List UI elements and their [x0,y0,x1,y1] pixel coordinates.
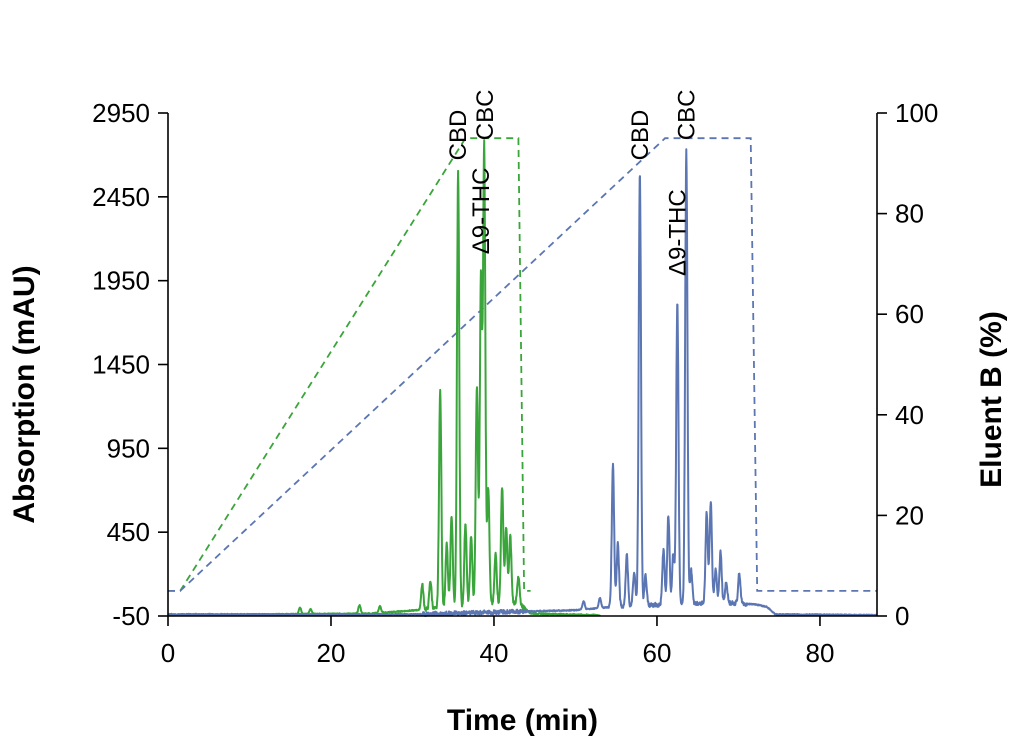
chromatogram-2 [167,148,878,617]
peak-label: CBD [627,110,654,161]
x-axis-title: Time (min) [447,704,598,737]
x-tick-label: 80 [805,638,834,668]
peak-label: CBC [673,90,700,141]
y-tick-label: -50 [112,601,150,631]
y-tick-label: 2450 [92,182,150,212]
y2-tick-label: 100 [895,98,938,128]
x-tick-label: 40 [480,638,509,668]
y-tick-label: 950 [107,433,150,463]
y-tick-label: 2950 [92,98,150,128]
peak-label: Δ9-THC [468,168,495,255]
y2-axis-title: Eluent B (%) [975,311,1008,488]
y-axis-title: Absorption (mAU) [8,265,41,523]
axes: 0 20 40 60 80 -50 450 950 1450 1950 2450 2950 0 20 40 6… [92,98,938,668]
peak-label: CBD [445,110,472,161]
y-tick-label: 450 [107,517,150,547]
x-tick-label: 0 [161,638,175,668]
chromatogram-1 [167,139,601,617]
x-tick-label: 60 [643,638,672,668]
x-tick-label: 20 [317,638,346,668]
y2-tick-label: 0 [895,601,909,631]
y2-tick-label: 80 [895,199,924,229]
y-tick-label: 1950 [92,266,150,296]
y2-tick-label: 20 [895,500,924,530]
y2-tick-label: 60 [895,299,924,329]
plot-lines [167,137,878,617]
peak-label: CBC [472,90,499,141]
y2-tick-label: 40 [895,400,924,430]
peak-label: Δ9-THC [664,189,691,276]
y-tick-label: 1450 [92,350,150,380]
